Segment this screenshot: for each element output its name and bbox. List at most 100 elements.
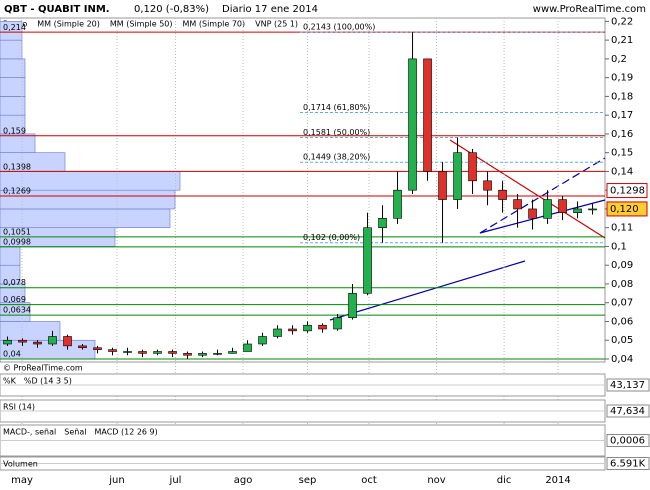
candle-body <box>528 208 537 219</box>
candle-body <box>258 336 267 345</box>
y-tick-label: 0,11 <box>611 223 633 234</box>
candle-body <box>33 341 42 345</box>
level-label: 0,069 <box>3 295 26 304</box>
indicator-value: 0,0006 <box>610 436 645 447</box>
y-tick-label: 0,2 <box>611 54 627 65</box>
candle-body <box>63 336 72 347</box>
candle-body <box>513 199 522 210</box>
y-tick-label: 0,17 <box>611 110 633 121</box>
candle-body <box>228 351 237 354</box>
x-tick-label: 2014 <box>545 475 570 486</box>
candle-body <box>498 189 507 200</box>
candle-body <box>348 293 357 319</box>
indicator-label: %K <box>3 377 17 386</box>
indicator-label: MACD (12 26 9) <box>94 428 157 437</box>
legend-entry: MM (Simple 70) <box>183 20 246 29</box>
candle-body <box>3 339 12 345</box>
x-tick-label: oct <box>361 475 377 486</box>
y-tick-label: 0,09 <box>611 260 633 271</box>
level-label: 0,159 <box>3 126 26 135</box>
volume-profile-bar <box>0 133 36 153</box>
candle-body <box>573 208 582 213</box>
candle-body <box>123 351 132 353</box>
legend-entry: MM (Simple 20) <box>37 20 100 29</box>
candle-body <box>318 324 327 330</box>
fibonacci-label: 0,1714 (61,80%) <box>303 103 370 112</box>
y-tick-label: 0,15 <box>611 148 633 159</box>
candle-body <box>273 328 282 337</box>
candle-body <box>408 58 417 191</box>
indicator-value: 47,634 <box>610 406 645 417</box>
trendline <box>479 199 606 234</box>
y-tick-label: 0,19 <box>611 73 633 84</box>
candle-body <box>48 336 57 345</box>
price-tag <box>606 183 648 199</box>
y-tick-label: 0,1 <box>611 241 627 252</box>
volume-profile-bar <box>0 58 26 78</box>
y-tick-label: 0,14 <box>611 166 633 177</box>
candle-body <box>18 339 27 343</box>
candle-body <box>303 324 312 332</box>
copyright: © ProRealTime.com <box>3 364 83 373</box>
y-tick-label: 0,07 <box>611 298 633 309</box>
indicator-value-box <box>606 378 650 392</box>
candle-body <box>393 189 402 219</box>
volume-profile-bar <box>0 39 23 60</box>
x-tick-label: jun <box>108 475 124 486</box>
candle-body <box>423 58 432 172</box>
candle-body <box>543 199 552 219</box>
period-text: Diario 17 ene 2014 <box>222 4 318 15</box>
price-tag-label: 0,120 <box>610 204 639 215</box>
x-tick-label: may <box>11 475 33 486</box>
level-label: 0,214 <box>3 23 26 32</box>
price-text: 0,120 (-0,83%) <box>134 4 209 15</box>
candle-body <box>333 317 342 330</box>
candle-body <box>453 152 462 200</box>
candle-body <box>108 349 117 352</box>
candle-body <box>243 343 252 352</box>
price-tag-label: 0,1298 <box>610 186 645 197</box>
y-tick-label: 0,21 <box>611 35 633 46</box>
volume-profile-bar <box>0 208 171 229</box>
indicator-value: 6.591K <box>610 459 646 470</box>
indicator-value-box <box>606 457 650 470</box>
price-tag <box>606 201 648 217</box>
volume-profile-bar <box>0 77 26 97</box>
x-tick-label: jul <box>169 475 182 486</box>
candle-body <box>78 345 87 349</box>
level-label: 0,1051 <box>3 227 31 236</box>
y-tick-label: 0,04 <box>611 354 633 365</box>
candle-body <box>138 351 147 354</box>
x-tick-label: dic <box>497 475 512 486</box>
legend-entry: VNP (25 1) <box>255 20 298 29</box>
candle-body <box>93 347 102 350</box>
level-label: 0,0634 <box>3 306 31 315</box>
candle-body <box>168 351 177 354</box>
level-label: 0,078 <box>3 278 26 287</box>
candle-body <box>468 152 477 182</box>
candle-body <box>438 171 447 200</box>
level-label: 0,1269 <box>3 187 31 196</box>
fibonacci-label: 0,1449 (38,20%) <box>303 153 370 162</box>
candle-body <box>588 208 597 211</box>
indicator-label: %D (14 3 5) <box>24 377 72 386</box>
y-tick-label: 0,16 <box>611 129 633 140</box>
indicator-label: MACD-, señal <box>3 428 56 437</box>
site: www.ProRealTime.com <box>533 4 646 15</box>
candle-body <box>483 180 492 191</box>
indicator-label: Volumen <box>3 460 38 469</box>
candle-body <box>558 199 567 213</box>
level-label: 0,04 <box>3 349 21 358</box>
candle-body <box>198 353 207 356</box>
y-tick-label: 0,06 <box>611 316 633 327</box>
candle-body <box>213 353 222 355</box>
level-label: 0,0998 <box>3 237 31 246</box>
indicator-value: 43,137 <box>610 380 645 391</box>
candle-body <box>363 227 372 294</box>
fibonacci-label: 0,1581 (50,00%) <box>303 128 370 137</box>
candle-body <box>288 328 297 332</box>
candle-body <box>153 351 162 354</box>
y-tick-label: 0,08 <box>611 279 633 290</box>
trendline <box>329 260 526 321</box>
